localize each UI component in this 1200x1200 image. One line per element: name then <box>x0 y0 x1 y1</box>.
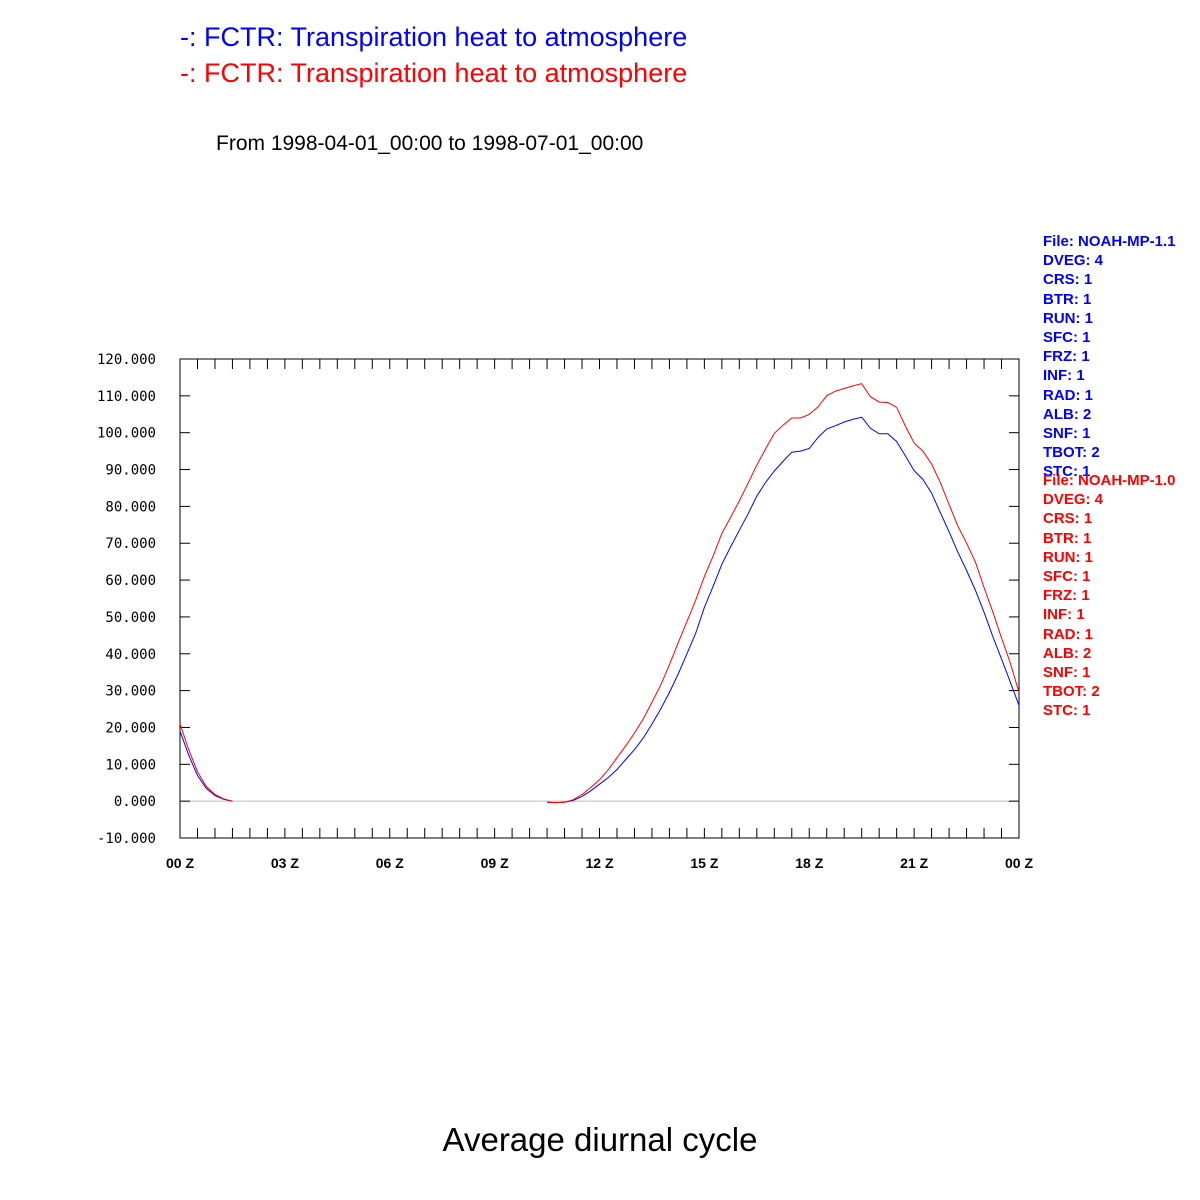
y-tick-label: 30.000 <box>105 684 156 700</box>
red-item: ALB: 2 <box>1043 644 1092 662</box>
blue-item: BTR: 1 <box>1043 290 1092 308</box>
chart-series <box>179 383 1020 804</box>
red-item: BTR: 1 <box>1043 529 1092 547</box>
x-tick-label: 09 Z <box>481 855 509 871</box>
date-range-subtitle: From 1998-04-01_00:00 to 1998-07-01_00:0… <box>216 132 644 155</box>
chart-footer-title: Average diurnal cycle <box>442 1121 758 1158</box>
y-tick-label: 70.000 <box>105 536 156 552</box>
blue-item: File: NOAH-MP-1.1 <box>1043 233 1176 250</box>
y-tick-label: -10.000 <box>97 831 156 847</box>
series-0-line <box>547 416 1020 804</box>
y-tick-label: 0.000 <box>114 794 156 810</box>
y-tick-label: 100.000 <box>97 426 156 442</box>
series-1-line <box>179 723 233 802</box>
blue-item: ALB: 2 <box>1043 405 1092 423</box>
blue-item: DVEG: 4 <box>1043 252 1104 270</box>
y-tick-label: 90.000 <box>105 463 156 479</box>
blue-item: FRZ: 1 <box>1043 348 1090 366</box>
legend-entry-blue: -: FCTR: Transpiration heat to atmospher… <box>180 22 688 52</box>
red-item: STC: 1 <box>1043 702 1091 720</box>
y-tick-label: 20.000 <box>105 720 156 736</box>
y-tick-label: 60.000 <box>105 573 156 589</box>
x-tick-label: 00 Z <box>166 855 194 871</box>
legend-entry-red: -: FCTR: Transpiration heat to atmospher… <box>180 58 688 88</box>
blue-item: INF: 1 <box>1043 367 1085 385</box>
red-item: RAD: 1 <box>1043 625 1094 643</box>
blue-item: STC: 1 <box>1043 463 1091 481</box>
chart-axes: 00 Z 03 Z 06 Z 09 Z 12 Z 15 Z 18 Z 21 Z 00 Z -10.… <box>97 352 1033 871</box>
x-tick-label: 18 Z <box>795 855 823 871</box>
y-tick-label: 110.000 <box>97 389 156 405</box>
y-tick-label: 40.000 <box>105 647 156 663</box>
y-tick-label: 10.000 <box>105 757 156 773</box>
x-tick-label: 03 Z <box>271 855 299 871</box>
blue-item: SFC: 1 <box>1043 328 1091 346</box>
x-tick-label: 00 Z <box>1005 855 1033 871</box>
x-tick-label: 06 Z <box>376 855 404 871</box>
red-item: TBOT: 2 <box>1043 683 1100 701</box>
red-item: File: NOAH-MP-1.0 <box>1043 472 1176 489</box>
metadata-blue: File: NOAH-MP-1.1 DVEG: 4 CRS: 1 BTR: 1 RUN:… <box>1043 232 1176 481</box>
series-1-line <box>547 383 1020 804</box>
red-item: RUN: 1 <box>1043 548 1094 566</box>
red-item: SNF: 1 <box>1043 663 1091 681</box>
y-tick-label: 120.000 <box>97 352 156 368</box>
x-tick-label: 15 Z <box>690 855 718 871</box>
red-item: SFC: 1 <box>1043 567 1091 585</box>
blue-item: TBOT: 2 <box>1043 444 1100 462</box>
y-tick-label: 80.000 <box>105 499 156 515</box>
blue-item: CRS: 1 <box>1043 271 1093 289</box>
blue-item: RAD: 1 <box>1043 386 1094 404</box>
y-tick-label: 50.000 <box>105 610 156 626</box>
red-item: FRZ: 1 <box>1043 587 1090 605</box>
x-tick-label: 21 Z <box>900 855 928 871</box>
blue-item: RUN: 1 <box>1043 309 1094 327</box>
red-item: DVEG: 4 <box>1043 491 1104 509</box>
blue-item: SNF: 1 <box>1043 424 1091 442</box>
x-tick-label: 12 Z <box>585 855 613 871</box>
red-item: INF: 1 <box>1043 606 1085 624</box>
plot-frame <box>179 358 1020 839</box>
metadata-red: File: NOAH-MP-1.0 DVEG: 4 CRS: 1 BTR: 1 RUN:… <box>1043 471 1176 720</box>
series-0-line <box>179 730 233 802</box>
red-item: CRS: 1 <box>1043 510 1093 528</box>
